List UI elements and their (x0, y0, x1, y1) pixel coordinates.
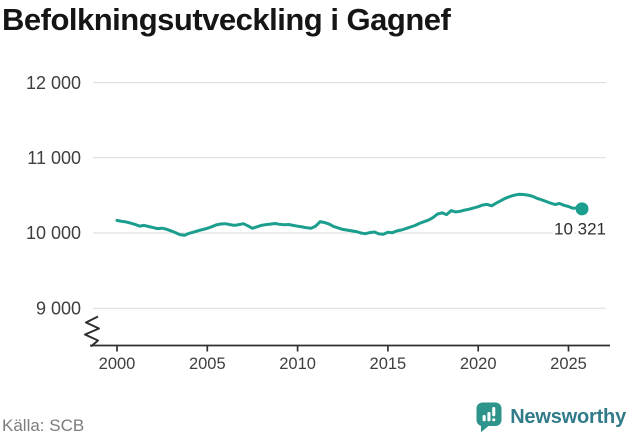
newsworthy-logo-text: Newsworthy (510, 406, 626, 428)
x-tick-label: 2020 (460, 355, 497, 373)
logo-exclamation-dot (492, 418, 496, 422)
end-value-label: 10 321 (554, 220, 606, 239)
population-line (115, 192, 584, 237)
x-tick-label: 2000 (99, 355, 136, 373)
logo-bar-medium (487, 412, 491, 422)
chart-title: Befolkningsutveckling i Gagnef (2, 2, 451, 37)
x-tick-label: 2025 (550, 355, 587, 373)
logo-bubble-tail (481, 422, 492, 433)
logo-bar-short (482, 415, 486, 422)
y-tick-label: 10 000 (26, 223, 81, 243)
logo-exclamation-bar (492, 407, 496, 417)
y-tick-label: 11 000 (27, 148, 81, 168)
end-point-marker (575, 202, 589, 216)
x-tick-label: 2010 (279, 355, 316, 373)
newsworthy-logo: Newsworthy (476, 402, 626, 433)
x-tick-label: 2015 (370, 355, 407, 373)
y-axis-break-mark (84, 315, 100, 348)
x-tick-label: 2005 (189, 355, 226, 373)
newsworthy-chart-bubble-icon (476, 402, 502, 433)
y-tick-label: 12 000 (26, 73, 81, 93)
y-tick-label: 9 000 (36, 298, 81, 318)
source-credit: Källa: SCB (2, 416, 85, 435)
population-line-chart: 9 000 10 000 11 000 12 000 2000 2005 2010 2015 2… (26, 73, 610, 373)
